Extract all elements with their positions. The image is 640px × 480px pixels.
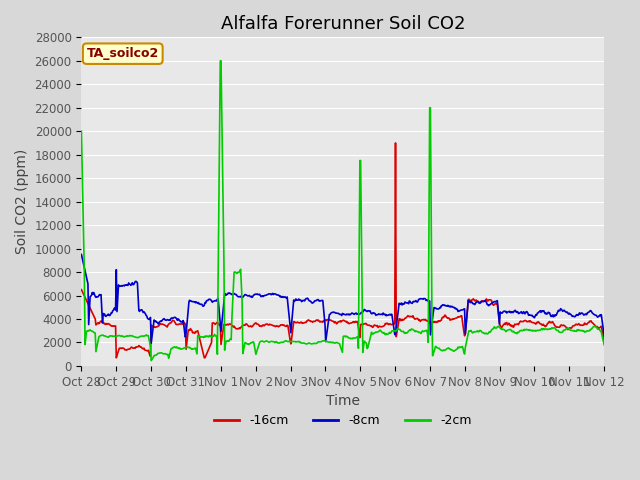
-16cm: [408, 313, 415, 319]
-8cm: [600, 333, 608, 338]
-2cm: [408, 326, 415, 332]
Line: -16cm: -16cm: [81, 143, 604, 358]
Line: -2cm: -2cm: [81, 61, 604, 360]
-16cm: [87, 307, 95, 312]
-2cm: [77, 128, 85, 134]
-16cm: [222, 322, 230, 328]
-2cm: [195, 334, 202, 339]
-2cm: [147, 358, 155, 363]
-8cm: [407, 300, 415, 306]
Title: Alfalfa Forerunner Soil CO2: Alfalfa Forerunner Soil CO2: [221, 15, 465, 33]
-2cm: [141, 333, 148, 339]
-8cm: [87, 293, 95, 299]
-2cm: [87, 328, 95, 334]
-16cm: [600, 340, 608, 346]
-16cm: [141, 348, 149, 353]
Text: TA_soilco2: TA_soilco2: [86, 47, 159, 60]
-16cm: [113, 355, 120, 360]
-8cm: [422, 298, 430, 303]
-16cm: [195, 331, 202, 336]
-2cm: [423, 327, 431, 333]
-16cm: [392, 140, 399, 146]
-8cm: [77, 252, 85, 257]
-8cm: [147, 340, 155, 346]
Line: -8cm: -8cm: [81, 254, 604, 343]
-2cm: [223, 338, 230, 344]
-8cm: [222, 292, 230, 298]
-8cm: [195, 300, 202, 305]
-8cm: [141, 310, 148, 315]
-2cm: [600, 342, 608, 348]
Y-axis label: Soil CO2 (ppm): Soil CO2 (ppm): [15, 149, 29, 254]
-2cm: [216, 58, 224, 64]
X-axis label: Time: Time: [326, 394, 360, 408]
Legend: -16cm, -8cm, -2cm: -16cm, -8cm, -2cm: [209, 409, 477, 432]
-16cm: [77, 287, 85, 292]
-16cm: [423, 318, 431, 324]
